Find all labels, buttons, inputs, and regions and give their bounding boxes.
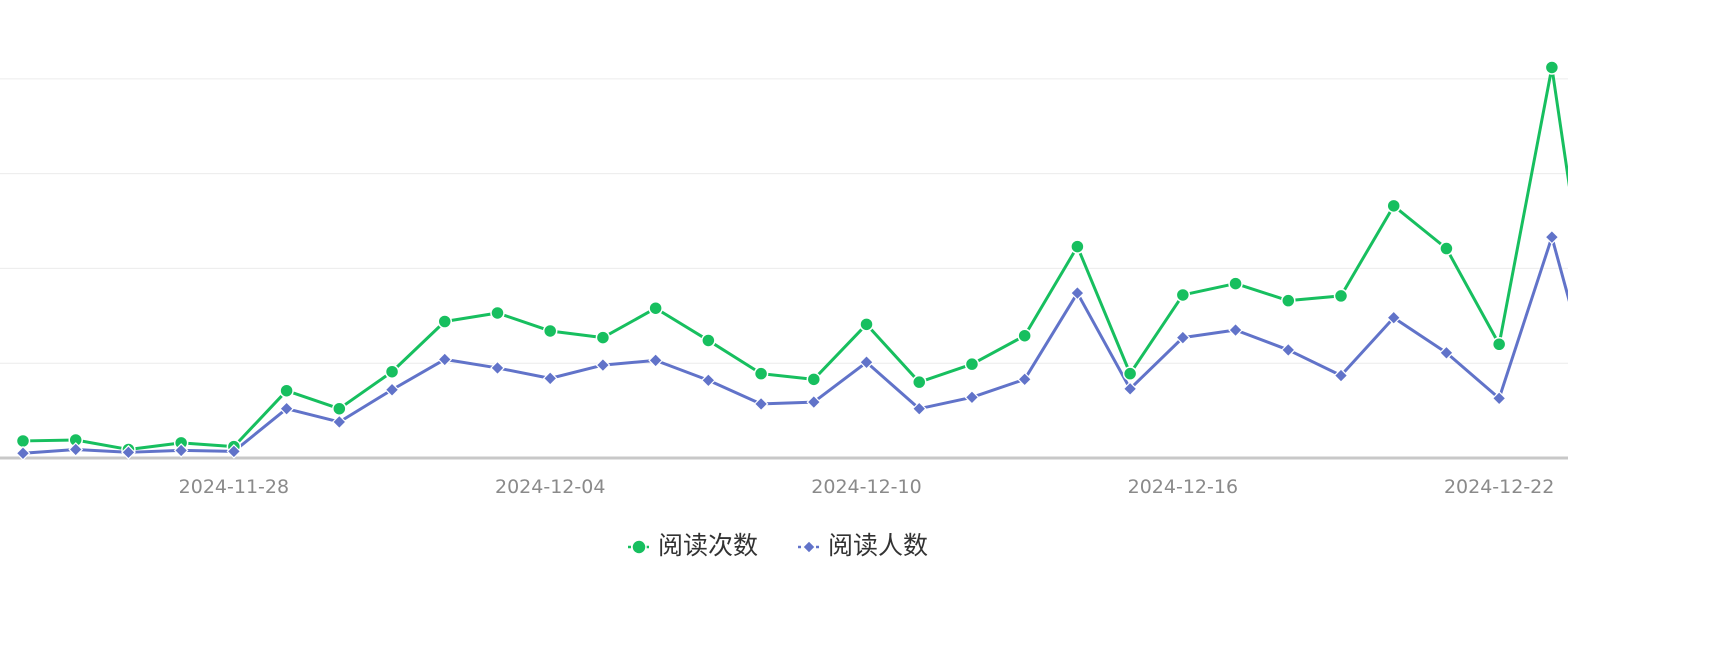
- plot-area: [0, 60, 1611, 461]
- data-point: [68, 442, 84, 457]
- data-point: [648, 353, 663, 368]
- data-point: [15, 433, 31, 449]
- data-point: [631, 539, 647, 555]
- data-point: [1386, 310, 1402, 326]
- data-point: [964, 389, 980, 405]
- data-point: [859, 317, 874, 332]
- data-point: [1333, 288, 1349, 304]
- series-line: [22, 65, 1568, 451]
- data-point: [701, 333, 716, 348]
- data-point: [15, 445, 31, 461]
- data-point: [1439, 241, 1454, 256]
- data-point: [1598, 418, 1611, 431]
- data-point: [384, 364, 400, 379]
- data-point: [806, 372, 822, 387]
- data-point: [384, 382, 400, 398]
- x-tick-label: 2024-12-10: [811, 476, 921, 498]
- data-point: [1491, 337, 1507, 352]
- data-point: [753, 366, 769, 381]
- data-point: [542, 371, 558, 386]
- data-point: [1280, 342, 1296, 358]
- data-point: [490, 360, 505, 376]
- data-point: [911, 401, 927, 417]
- data-point: [1070, 239, 1085, 254]
- data-point: [806, 394, 822, 410]
- data-point: [1122, 366, 1138, 381]
- data-point: [331, 414, 347, 430]
- data-point: [701, 372, 716, 388]
- data-point: [648, 300, 663, 316]
- data-point: [964, 356, 980, 372]
- data-point: [490, 305, 505, 321]
- data-point: [1228, 322, 1243, 338]
- legend-item: 阅读人数: [798, 531, 928, 560]
- data-point: [437, 314, 453, 329]
- data-point: [437, 352, 453, 367]
- x-tick-label: 2024-12-22: [1444, 476, 1554, 498]
- data-point: [859, 354, 874, 370]
- data-point: [1491, 390, 1507, 406]
- data-point: [1598, 424, 1611, 437]
- data-point: [1175, 287, 1191, 303]
- data-point: [542, 323, 558, 339]
- data-point: [279, 401, 294, 417]
- data-point: [595, 330, 611, 345]
- legend-item: 阅读次数: [628, 531, 758, 560]
- legend: 阅读次数 阅读人数: [628, 531, 928, 560]
- data-point: [279, 383, 294, 398]
- data-point: [332, 401, 347, 416]
- data-point: [173, 443, 189, 458]
- data-point: [1544, 60, 1560, 75]
- data-point: [1228, 276, 1243, 291]
- x-tick-label: 2024-11-28: [179, 476, 289, 498]
- data-point: [1070, 285, 1085, 301]
- data-point: [595, 357, 611, 373]
- data-point: [802, 540, 816, 554]
- data-point: [1281, 293, 1296, 308]
- legend-label: 阅读次数: [658, 531, 758, 560]
- data-point: [911, 374, 927, 390]
- data-point: [1439, 345, 1454, 361]
- data-point: [226, 444, 242, 459]
- x-tick-label: 2024-12-16: [1128, 476, 1238, 498]
- data-point: [1544, 229, 1560, 245]
- data-point: [1386, 198, 1401, 214]
- legend-label: 阅读人数: [828, 531, 928, 560]
- data-point: [121, 444, 136, 460]
- data-point: [753, 396, 769, 412]
- data-point: [1175, 330, 1191, 345]
- data-point: [1122, 381, 1138, 397]
- x-tick-label: 2024-12-04: [495, 476, 605, 498]
- data-point: [1333, 368, 1349, 383]
- data-point: [1017, 371, 1033, 387]
- data-point: [1017, 328, 1032, 343]
